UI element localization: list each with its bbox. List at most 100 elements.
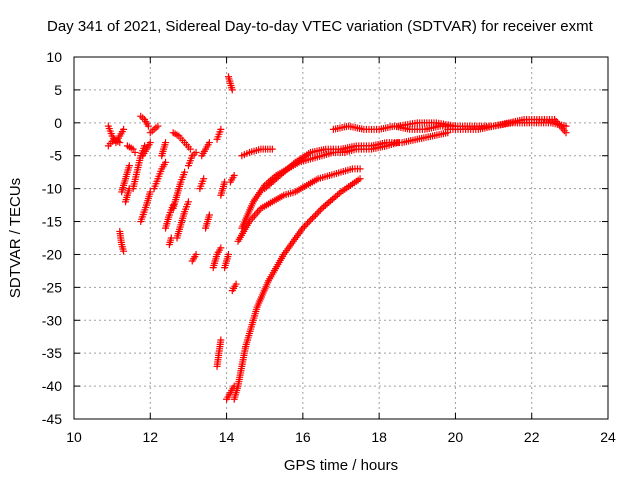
x-tick-label: 10: [66, 429, 82, 445]
data-point: [184, 198, 192, 206]
y-axis-label: SDTVAR / TECUs: [7, 178, 24, 298]
y-tick-label: 0: [54, 115, 62, 131]
series-s33: [230, 343, 250, 403]
series-s17: [173, 198, 192, 242]
y-tick-label: -40: [42, 378, 62, 394]
series-s4: [118, 162, 133, 196]
x-tick-label: 24: [600, 429, 616, 445]
series-s8: [137, 188, 154, 226]
data-point: [217, 244, 225, 252]
data-point: [224, 250, 232, 258]
y-tick-label: -5: [50, 148, 63, 164]
series-s5: [121, 185, 133, 206]
data-point: [217, 125, 225, 133]
data-point: [305, 218, 313, 226]
series-s25: [213, 125, 225, 143]
x-tick-label: 16: [295, 429, 311, 445]
series-s18: [169, 129, 194, 153]
series-s24: [209, 244, 225, 272]
series-s11: [146, 122, 162, 137]
series-s28: [221, 250, 232, 272]
series-s39: [329, 122, 459, 133]
data-point: [307, 216, 315, 224]
series-s16: [169, 168, 189, 212]
y-tick-label: -30: [42, 312, 62, 328]
series-s30: [228, 280, 240, 295]
grid-layer: [74, 57, 608, 419]
data-point: [120, 247, 128, 255]
y-tick-label: -10: [42, 181, 62, 197]
x-tick-label: 18: [371, 429, 387, 445]
series-s12: [150, 158, 170, 193]
series-s31: [224, 73, 236, 94]
series-s21: [196, 175, 208, 193]
data-point: [154, 122, 162, 130]
data-point: [146, 188, 154, 196]
series-s14: [162, 201, 177, 232]
series-s3: [116, 227, 128, 255]
series-s26: [213, 336, 225, 370]
data-point: [300, 222, 308, 230]
data-point: [162, 139, 170, 147]
series-s22: [198, 139, 213, 160]
data-point: [312, 211, 320, 219]
data-point: [268, 145, 276, 153]
data-point: [356, 175, 364, 183]
series-s38: [261, 129, 452, 193]
axes: 10 12 14 16 18 20 22 24 10 5 0 -5 -10 -15 -20 -25 -30 -35…: [42, 49, 616, 445]
data-point: [205, 139, 213, 147]
data-point: [313, 209, 321, 217]
series-s2: [104, 135, 124, 150]
data-marks: [104, 73, 570, 403]
data-point: [186, 145, 194, 153]
series-s27: [217, 178, 229, 199]
data-point: [144, 122, 152, 130]
data-point: [162, 158, 170, 166]
data-point: [146, 139, 154, 147]
x-axis-label: GPS time / hours: [284, 457, 398, 474]
y-tick-label: -25: [42, 279, 62, 295]
series-s19: [184, 148, 200, 170]
plot-frame: [73, 56, 609, 420]
x-tick-label: 20: [448, 429, 464, 445]
data-point: [200, 175, 208, 183]
data-point: [290, 160, 298, 168]
data-point: [230, 171, 238, 179]
series-s20: [188, 250, 200, 265]
series-s6: [123, 142, 139, 156]
data-point: [181, 168, 189, 176]
y-tick-label: -45: [42, 411, 62, 427]
series-s13: [158, 139, 170, 160]
data-point: [562, 129, 570, 137]
data-point: [131, 148, 139, 156]
x-tick-label: 14: [219, 429, 235, 445]
data-point: [302, 221, 310, 229]
y-tick-label: 5: [54, 82, 62, 98]
data-point: [310, 213, 318, 221]
series-s36: [238, 139, 402, 232]
data-point: [192, 148, 200, 156]
data-point: [125, 162, 133, 170]
series-s37: [238, 145, 276, 160]
series-s41: [444, 116, 570, 137]
chart-title: Day 341 of 2021, Sidereal Day-to-day VTE…: [47, 18, 594, 35]
y-tick-label: -35: [42, 345, 62, 361]
series-s34: [242, 175, 364, 351]
series-s15: [165, 234, 175, 249]
series-s35: [234, 165, 364, 245]
data-point: [205, 211, 213, 219]
data-point: [299, 224, 307, 232]
series-s9: [139, 139, 154, 160]
data-point: [308, 214, 316, 222]
series-s10: [137, 112, 152, 130]
data-point: [116, 139, 124, 147]
data-point: [232, 280, 240, 288]
y-tick-label: 10: [46, 49, 62, 65]
data-point: [120, 125, 128, 133]
x-tick-label: 12: [142, 429, 158, 445]
y-tick-label: -20: [42, 246, 62, 262]
data-point: [356, 165, 364, 173]
data-point: [315, 208, 323, 216]
series-s23: [202, 211, 213, 232]
